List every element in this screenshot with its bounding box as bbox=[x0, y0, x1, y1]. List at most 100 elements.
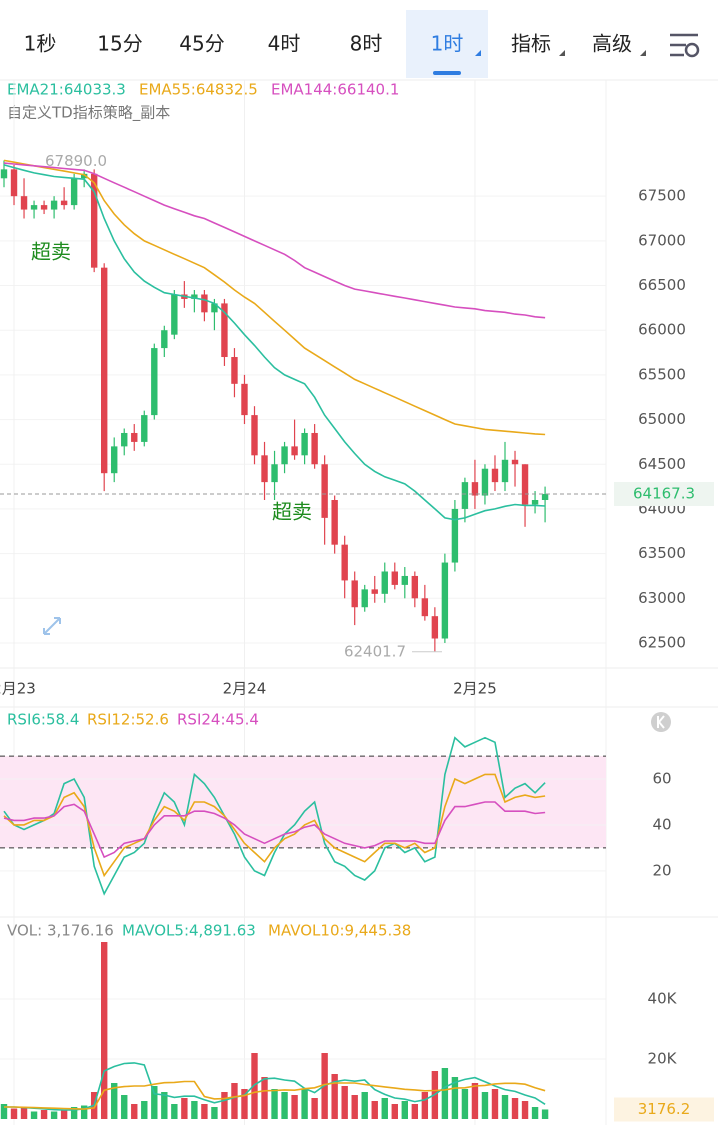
legend-entry: EMA144:66140.1 bbox=[271, 81, 399, 99]
icon-circle bbox=[651, 712, 671, 732]
candle-body bbox=[111, 446, 118, 474]
last-price-label: 64167.3 bbox=[633, 484, 695, 502]
tab[interactable]: 8时 bbox=[350, 32, 383, 56]
candle-body bbox=[371, 589, 378, 594]
selected-tab-bg bbox=[406, 10, 488, 78]
volume-bar bbox=[261, 1077, 268, 1119]
dropdown-caret bbox=[475, 50, 481, 56]
candle-body bbox=[381, 571, 388, 594]
legend-entry: EMA21:64033.3 bbox=[7, 81, 126, 99]
volume-bar bbox=[521, 1101, 529, 1119]
subtitle: 自定义TD指标策略_副本 bbox=[7, 104, 170, 123]
volume-bar bbox=[371, 1101, 378, 1119]
candle-body bbox=[70, 178, 78, 206]
candle-body bbox=[341, 544, 348, 581]
candle-body bbox=[431, 616, 439, 639]
tab[interactable]: 1秒 bbox=[24, 32, 57, 56]
candle-body bbox=[30, 205, 38, 210]
expand-icon[interactable] bbox=[43, 617, 61, 635]
candle-body bbox=[161, 330, 168, 349]
candle-body bbox=[171, 294, 178, 335]
candle-body bbox=[121, 432, 128, 447]
candle-body bbox=[501, 459, 509, 483]
candle-body bbox=[511, 459, 519, 465]
mavol-line bbox=[4, 1080, 546, 1110]
volume-bar bbox=[341, 1086, 348, 1119]
volume-bar bbox=[351, 1095, 358, 1119]
volume-bar bbox=[411, 1104, 419, 1119]
dropdown-caret bbox=[640, 50, 646, 56]
low-label: 62401.7 bbox=[344, 642, 406, 660]
tab[interactable]: 指标 bbox=[511, 32, 551, 56]
candle-body bbox=[451, 508, 459, 563]
candle-body bbox=[521, 464, 529, 505]
volume-bar bbox=[391, 1104, 398, 1119]
y-tick-label: 60 bbox=[652, 770, 671, 788]
volume-bar bbox=[171, 1104, 178, 1119]
volume-bar bbox=[50, 1111, 58, 1119]
x-tick-label: 2月24 bbox=[223, 680, 267, 698]
candle-body bbox=[531, 500, 539, 505]
tab[interactable]: 45分 bbox=[179, 32, 224, 56]
candle-body bbox=[491, 468, 499, 483]
legend-entry: RSI24:45.4 bbox=[177, 711, 259, 729]
ema-line bbox=[3, 164, 546, 521]
candle-body bbox=[141, 415, 148, 442]
candle-body bbox=[20, 196, 28, 210]
volume-bar bbox=[401, 1101, 408, 1119]
tab[interactable]: 高级 bbox=[592, 32, 632, 56]
k-icon[interactable] bbox=[651, 712, 671, 732]
candle-body bbox=[0, 169, 8, 179]
volume-bar bbox=[421, 1092, 429, 1119]
y-tick-label: 65500 bbox=[638, 365, 686, 383]
rsi-line bbox=[3, 773, 546, 878]
y-tick-label: 64500 bbox=[638, 455, 686, 473]
volume-bar bbox=[471, 1083, 479, 1119]
y-tick-label: 66000 bbox=[638, 321, 686, 339]
volume-bar bbox=[30, 1111, 38, 1119]
volume-bar bbox=[281, 1092, 288, 1119]
y-tick-label: 67000 bbox=[638, 231, 686, 249]
volume-bar bbox=[361, 1092, 368, 1119]
y-tick-label: 40K bbox=[648, 990, 678, 1008]
y-tick-label: 66500 bbox=[638, 276, 686, 294]
candle-body bbox=[101, 267, 108, 474]
candle-body bbox=[321, 464, 328, 518]
volume-bar bbox=[191, 1101, 198, 1119]
volume-bar bbox=[271, 1089, 278, 1119]
volume-bar bbox=[60, 1110, 68, 1119]
volume-bar bbox=[0, 1104, 8, 1119]
ema-line bbox=[3, 162, 546, 319]
legend-entry: RSI12:52.6 bbox=[87, 711, 169, 729]
tab[interactable]: 1时 bbox=[431, 32, 464, 56]
volume-bar bbox=[111, 1083, 118, 1119]
volume-bar bbox=[151, 1086, 158, 1119]
candle-body bbox=[421, 598, 429, 617]
volume-bar bbox=[251, 1053, 258, 1119]
tab[interactable]: 15分 bbox=[97, 32, 142, 56]
volume-bar bbox=[481, 1092, 489, 1119]
candle-body bbox=[60, 200, 68, 206]
volume-bar bbox=[531, 1107, 539, 1119]
candle-body bbox=[281, 446, 288, 465]
tab[interactable]: 4时 bbox=[268, 32, 301, 56]
y-tick-label: 62500 bbox=[638, 633, 686, 651]
volume-bar bbox=[331, 1074, 338, 1119]
settings-icon[interactable] bbox=[670, 33, 700, 58]
volume-bar bbox=[70, 1107, 78, 1119]
candle-body bbox=[311, 432, 318, 465]
volume-bar bbox=[80, 1105, 88, 1119]
candle-body bbox=[241, 383, 248, 416]
candle-body bbox=[441, 562, 449, 639]
candle-body bbox=[201, 294, 208, 313]
candle-body bbox=[461, 482, 469, 509]
volume-last-box bbox=[614, 1097, 714, 1122]
legend-entry: EMA55:64832.5 bbox=[139, 81, 258, 99]
volume-bar bbox=[161, 1092, 168, 1119]
candle-body bbox=[151, 348, 158, 416]
volume-bar bbox=[441, 1068, 449, 1119]
candle-body bbox=[301, 432, 308, 456]
candle-body bbox=[90, 173, 98, 268]
